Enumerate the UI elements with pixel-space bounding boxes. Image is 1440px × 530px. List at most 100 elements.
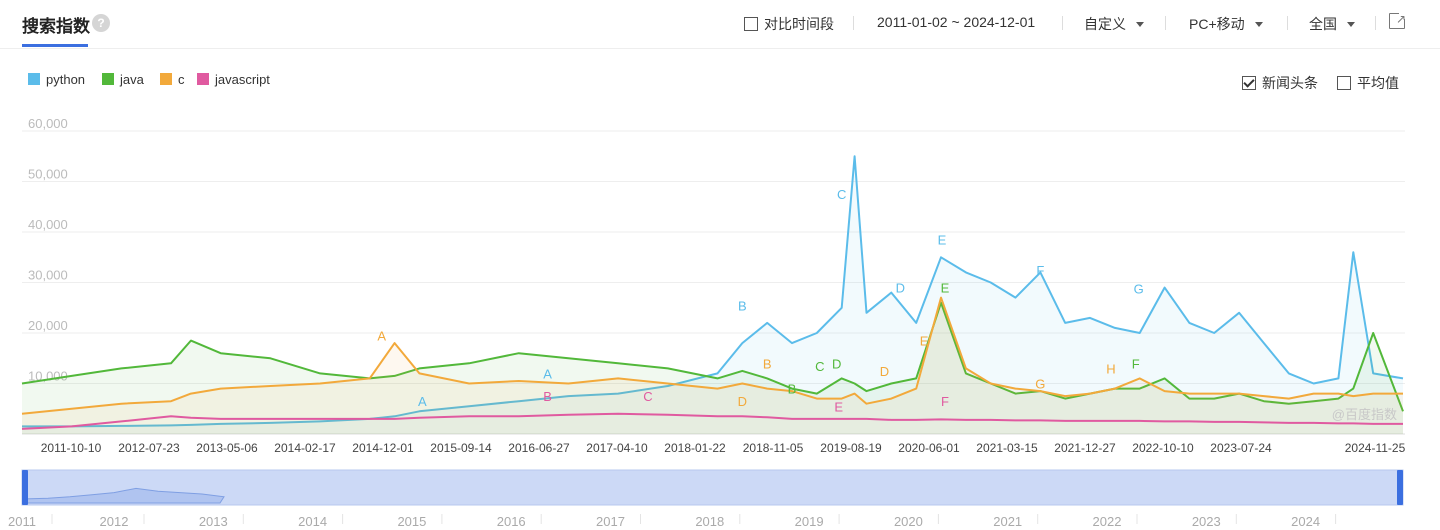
x-tick-label: 2013-05-06 — [196, 441, 258, 455]
checkbox-icon — [744, 17, 758, 31]
annotation-marker: A — [377, 329, 386, 344]
x-tick-label: 2014-12-01 — [352, 441, 414, 455]
navigator-mini-series — [25, 487, 225, 504]
series-line-c — [21, 296, 1403, 415]
divider — [1287, 16, 1288, 30]
device-label: PC+移动 — [1189, 16, 1245, 32]
navigator-year-label: 2015 — [397, 514, 426, 529]
series-area-java — [22, 302, 1403, 434]
series-area-python — [22, 156, 1403, 435]
annotation-marker: C — [815, 359, 824, 374]
annotation-marker: E — [834, 399, 843, 414]
divider — [1375, 16, 1376, 30]
annotation-marker: B — [738, 298, 747, 313]
divider — [853, 16, 854, 30]
annotation-marker: A — [418, 394, 427, 409]
annotation-marker: F — [1132, 356, 1140, 371]
average-checkbox[interactable]: 平均值 — [1337, 73, 1399, 93]
x-tick-label: 2021-12-27 — [1054, 441, 1116, 455]
annotation-marker: E — [920, 334, 929, 349]
date-range-picker[interactable]: 2011-01-02 ~ 2024-12-01 — [877, 14, 1036, 30]
legend-java[interactable]: java — [102, 72, 144, 87]
x-tick-label: 2024-11-25 — [1345, 441, 1406, 455]
page-title: 搜索指数 — [22, 17, 90, 36]
annotation-marker: F — [1036, 263, 1044, 278]
legend-label: java — [120, 72, 144, 87]
navigator-year-label: 2020 — [894, 514, 923, 529]
title-underline — [22, 44, 88, 47]
navigator-year-label: 2022 — [1093, 514, 1122, 529]
x-tick-label: 2017-04-10 — [586, 441, 648, 455]
legend-swatch — [102, 73, 114, 85]
device-dropdown[interactable]: PC+移动 — [1189, 14, 1263, 34]
custom-range-label: 自定义 — [1084, 16, 1126, 32]
legend-label: python — [46, 72, 86, 87]
navigator-year-label: 2012 — [100, 514, 129, 529]
navigator-year-label: 2017 — [596, 514, 625, 529]
x-tick-label: 2016-06-27 — [508, 441, 570, 455]
navigator-year-label: 2014 — [298, 514, 327, 529]
watermark: @百度指数 — [1332, 407, 1397, 422]
legend-swatch — [28, 73, 40, 85]
navigator-year-label: 2024 — [1291, 514, 1320, 529]
navigator-year-label: 2021 — [993, 514, 1022, 529]
x-tick-label: 2021-03-15 — [976, 441, 1038, 455]
news-checkbox[interactable]: 新闻头条 — [1242, 73, 1318, 93]
navigator-year-label: 2023 — [1192, 514, 1221, 529]
annotation-marker: D — [880, 364, 889, 379]
checkbox-icon — [1337, 76, 1351, 90]
x-tick-label: 2011-10-10 — [41, 441, 102, 455]
navigator-year-label: 2018 — [695, 514, 724, 529]
compare-period-label: 对比时间段 — [764, 16, 834, 32]
annotation-marker: F — [941, 394, 949, 409]
x-tick-label: 2014-02-17 — [274, 441, 336, 455]
custom-range-dropdown[interactable]: 自定义 — [1084, 14, 1144, 34]
annotation-marker: E — [938, 233, 947, 248]
annotation-marker: A — [543, 366, 552, 381]
legend-label: javascript — [215, 72, 270, 87]
range-handle-right — [1397, 470, 1403, 505]
news-label: 新闻头条 — [1262, 75, 1318, 91]
legend-javascript[interactable]: javascript — [197, 72, 270, 87]
region-label: 全国 — [1309, 16, 1337, 32]
divider — [1062, 16, 1063, 30]
legend-c[interactable]: c — [160, 72, 185, 87]
compare-period-checkbox[interactable]: 对比时间段 — [744, 14, 834, 34]
range-navigator — [21, 469, 1404, 506]
x-tick-label: 2022-10-10 — [1132, 441, 1194, 455]
x-tick-label: 2015-09-14 — [430, 441, 492, 455]
chevron-down-icon — [1347, 22, 1355, 27]
chevron-down-icon — [1136, 22, 1144, 27]
annotation-marker: E — [941, 281, 950, 296]
checkbox-checked-icon — [1242, 76, 1256, 90]
annotation-marker: B — [763, 356, 772, 371]
annotation-marker: G — [1035, 377, 1045, 392]
legend-swatch — [197, 73, 209, 85]
region-dropdown[interactable]: 全国 — [1309, 14, 1355, 34]
series-area-c — [22, 297, 1403, 434]
share-icon[interactable] — [1389, 12, 1406, 29]
annotation-marker: B — [543, 389, 552, 404]
annotation-marker: C — [643, 389, 652, 404]
series-line-javascript — [21, 412, 1403, 430]
x-tick-label: 2018-11-05 — [743, 441, 804, 455]
y-tick-label: 40,000 — [28, 217, 68, 232]
external-arrow-icon: ↗ — [1396, 12, 1407, 26]
divider — [1165, 16, 1166, 30]
annotation-marker: D — [738, 394, 747, 409]
annotation-marker: D — [896, 281, 905, 296]
legend-python[interactable]: python — [28, 72, 85, 87]
y-tick-label: 50,000 — [28, 167, 68, 182]
series-line-java — [21, 301, 1404, 412]
navigator-year-label: 2013 — [199, 514, 228, 529]
y-tick-label: 10,000 — [28, 369, 68, 384]
series-line-python — [22, 155, 1404, 428]
help-icon[interactable]: ? — [92, 14, 110, 32]
y-tick-label: 30,000 — [28, 268, 68, 283]
chevron-down-icon — [1254, 22, 1263, 27]
annotation-marker: H — [1106, 361, 1115, 376]
x-tick-label: 2018-01-22 — [664, 441, 726, 455]
y-tick-label: 20,000 — [28, 318, 68, 333]
x-tick-label: 2019-08-19 — [820, 441, 882, 455]
annotation-marker: D — [832, 356, 841, 371]
